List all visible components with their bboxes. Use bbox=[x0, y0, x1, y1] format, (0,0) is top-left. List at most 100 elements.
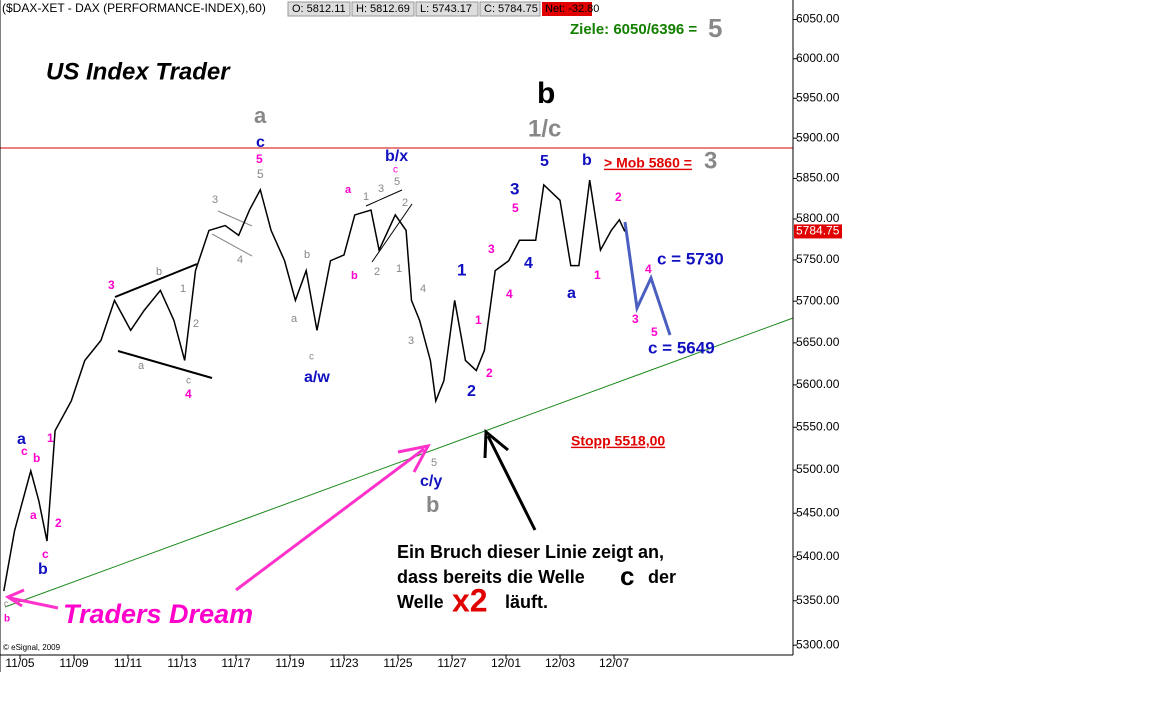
x-tick-label: 11/05 bbox=[5, 656, 34, 670]
annotation: 1 bbox=[363, 191, 369, 203]
y-tick-label: 5550.00 bbox=[796, 419, 840, 433]
annotation: a bbox=[345, 184, 352, 196]
annotation: 2 bbox=[55, 516, 62, 530]
annotation: c bbox=[21, 444, 28, 458]
annotation: 3 bbox=[510, 179, 519, 198]
header-box bbox=[351, 1, 415, 17]
annotation: 3 bbox=[212, 194, 218, 206]
annotation: 2 bbox=[402, 197, 408, 209]
annotation: läuft. bbox=[505, 592, 548, 612]
annotation: 3 bbox=[704, 147, 717, 174]
annotation: 1/c bbox=[528, 115, 561, 142]
header-box bbox=[415, 1, 479, 17]
wedge-line bbox=[114, 263, 198, 298]
symbol: ($DAX-XET - DAX (PERFORMANCE-INDEX),60) bbox=[2, 1, 266, 15]
annotation: c bbox=[186, 376, 191, 387]
wedge-line bbox=[211, 233, 253, 257]
wedge-line bbox=[117, 350, 213, 379]
annotation: c bbox=[620, 561, 634, 591]
y-tick-label: 5350.00 bbox=[796, 593, 840, 607]
x-tick-label: 11/17 bbox=[221, 656, 250, 670]
trend-line bbox=[4, 317, 794, 608]
price-line bbox=[3, 179, 626, 592]
y-tick-label: 5400.00 bbox=[796, 549, 840, 563]
annotation: Stopp 5518,00 bbox=[571, 433, 665, 449]
annotation: b bbox=[33, 451, 40, 465]
low: L: 5743.17 bbox=[420, 3, 472, 15]
wedge-line bbox=[217, 210, 253, 227]
wedge-line bbox=[365, 189, 403, 207]
arrow bbox=[486, 435, 537, 531]
high: H: 5812.69 bbox=[356, 3, 410, 15]
annotation: 5 bbox=[394, 176, 400, 188]
header-box bbox=[542, 2, 592, 16]
x-tick-label: 11/25 bbox=[383, 656, 412, 670]
annotation: 4 bbox=[185, 387, 192, 401]
x-tick-label: 11/11 bbox=[114, 656, 143, 670]
annotation: b bbox=[156, 266, 162, 278]
annotation: 3 bbox=[488, 242, 495, 256]
annotation: c bbox=[42, 547, 49, 561]
annotation: b bbox=[582, 152, 592, 169]
annotation: c bbox=[309, 352, 314, 363]
annotation: 4 bbox=[237, 254, 243, 266]
annotation: 1 bbox=[475, 313, 482, 327]
annotation: x2 bbox=[452, 582, 488, 618]
annotation: a/w bbox=[304, 369, 330, 386]
annotation: 5 bbox=[431, 457, 437, 469]
arrow bbox=[235, 447, 425, 592]
annotation: 2 bbox=[615, 190, 622, 204]
x-tick-label: 11/27 bbox=[437, 656, 466, 670]
annotation: 3 bbox=[378, 183, 384, 195]
annotation: > Mob 5860 = bbox=[604, 155, 692, 171]
y-tick-label: 5650.00 bbox=[796, 335, 840, 349]
annotation: b/x bbox=[385, 148, 408, 165]
price-tag-box bbox=[794, 224, 842, 239]
annotation: b bbox=[351, 270, 358, 282]
header-box bbox=[479, 1, 541, 17]
annotation: a bbox=[138, 360, 145, 372]
y-tick-label: 5800.00 bbox=[796, 211, 840, 225]
y-tick-label: 5900.00 bbox=[796, 130, 840, 144]
annotation: a bbox=[254, 103, 267, 128]
annotation: c bbox=[4, 598, 9, 608]
header-box bbox=[287, 1, 351, 17]
y-tick-label: 5500.00 bbox=[796, 462, 840, 476]
arrow-head bbox=[397, 443, 431, 473]
wedge-line bbox=[371, 203, 413, 263]
x-tick-label: 12/03 bbox=[545, 656, 575, 670]
annotation: 3 bbox=[632, 312, 639, 326]
annotation: US Index Trader bbox=[46, 58, 231, 85]
annotation: 5 bbox=[257, 167, 264, 181]
annotation: b bbox=[537, 77, 555, 110]
annotation: a bbox=[30, 508, 37, 522]
x-tick-label: 12/01 bbox=[491, 656, 521, 670]
annotation: 4 bbox=[506, 287, 513, 301]
arrow bbox=[9, 596, 59, 610]
annotation: c/y bbox=[420, 473, 442, 490]
x-tick-label: 11/23 bbox=[329, 656, 358, 670]
annotation: 4 bbox=[645, 262, 652, 276]
y-tick-label: 5950.00 bbox=[796, 90, 840, 104]
annotation: a bbox=[17, 431, 26, 448]
annotation: 5 bbox=[256, 152, 263, 166]
annotation: c bbox=[393, 165, 398, 176]
y-tick-label: 5600.00 bbox=[796, 377, 840, 391]
annotation: Traders Dream bbox=[63, 599, 253, 629]
copyright: © eSignal, 2009 bbox=[3, 643, 61, 652]
annotation: der bbox=[648, 567, 676, 587]
annotation: 5 bbox=[540, 153, 549, 170]
annotation: 5 bbox=[651, 325, 658, 339]
arrow-head bbox=[483, 428, 509, 459]
annotation: b bbox=[4, 614, 10, 625]
annotation: a bbox=[291, 313, 298, 325]
y-tick-label: 5700.00 bbox=[796, 293, 840, 307]
x-tick-label: 11/09 bbox=[59, 656, 88, 670]
annotation: b bbox=[38, 561, 48, 578]
price-tag: 5784.75 bbox=[796, 224, 840, 238]
projection-path bbox=[623, 221, 672, 336]
x-tick-label: 11/13 bbox=[167, 656, 196, 670]
open: O: 5812.11 bbox=[292, 3, 346, 15]
annotation: Ziele: 6050/6396 = bbox=[570, 21, 697, 38]
